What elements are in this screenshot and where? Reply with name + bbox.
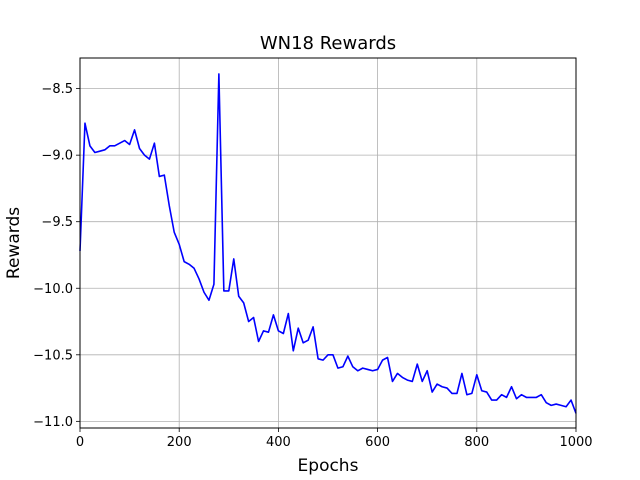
- x-tick-label: 0: [76, 435, 84, 450]
- y-tick-label: −10.0: [33, 282, 73, 297]
- chart-title: WN18 Rewards: [260, 33, 396, 54]
- x-tick-label: 1000: [559, 435, 592, 450]
- plot-frame: [79, 57, 577, 429]
- x-tick-label: 800: [464, 435, 489, 450]
- x-tick-label: 600: [365, 435, 390, 450]
- y-tick-label: −9.0: [41, 149, 73, 164]
- y-tick-label: −11.0: [33, 415, 73, 430]
- x-tick-label: 200: [167, 435, 192, 450]
- y-tick-label: −8.5: [41, 82, 73, 97]
- y-tick-label: −10.5: [33, 348, 73, 363]
- y-axis: −11.0 −10.5 −10.0 −9.5 −9.0 −8.5: [33, 82, 80, 430]
- y-tick-label: −9.5: [41, 215, 73, 230]
- x-axis: 0 200 400 600 800 1000: [76, 428, 593, 450]
- series-line: [79, 73, 577, 414]
- x-axis-title: Epochs: [298, 456, 359, 476]
- x-tick-label: 400: [266, 435, 291, 450]
- series-layer: [79, 73, 577, 414]
- y-axis-title: Rewards: [4, 207, 24, 279]
